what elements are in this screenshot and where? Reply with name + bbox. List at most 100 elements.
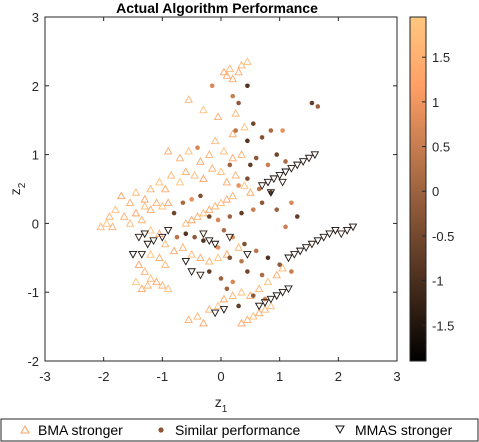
bma-point [175,153,185,162]
data-points [96,57,358,327]
mmas-point [278,288,287,297]
similar-point [242,241,247,247]
mmas-point [301,244,311,252]
mmas-point [257,182,267,190]
x-tick-label: -3 [39,369,51,384]
bma-point [161,184,170,193]
similar-point [245,269,250,274]
bma-point [272,270,281,279]
legend-item-similar: Similar performance [158,422,300,438]
legend-box [0,418,479,442]
bma-point [181,167,191,176]
similar-point [309,100,315,106]
similar-point [189,197,194,202]
y-axis: -2 -1 0 1 2 3 [27,10,397,369]
bma-point [222,71,232,79]
bma-point [155,253,164,262]
mmas-point [337,230,346,239]
x-tick-label: 1 [276,369,283,384]
bma-point [199,174,208,182]
bma-point [131,188,141,196]
y-axis-label: z2 [7,182,28,195]
bma-point [146,274,155,282]
mmas-point [210,240,220,249]
bma-point [140,267,149,275]
bma-point [193,311,202,320]
mmas-point [307,240,317,249]
mmas-point [281,168,290,177]
similar-point [277,262,282,267]
bma-point [216,167,226,176]
bma-point [131,208,141,217]
y-tick-label: 3 [32,10,39,25]
bma-point [161,260,170,268]
bma-point [228,153,237,162]
bma-point [161,239,170,248]
bma-point [243,57,252,65]
plot-frame [44,16,398,362]
bma-point [196,253,205,262]
colorbar-tick-label: -1 [432,274,444,289]
circle-icon [158,427,164,433]
y-tick-label: 1 [32,148,39,163]
triangle-up-icon [20,424,30,434]
similar-point [259,272,265,278]
y-tick-label: -2 [27,354,39,369]
similar-point [201,238,206,243]
mmas-point [284,254,293,263]
mmas-point [137,251,147,259]
mmas-point [263,178,273,187]
colorbar: -1.5 -1 -0.5 0 0.5 1 1.5 [409,16,454,362]
mmas-point [149,237,158,246]
bma-point [213,301,223,310]
bma-point [240,181,249,189]
mmas-point [304,154,314,163]
y-tick-label: 2 [32,79,39,94]
bma-point [228,291,237,299]
similar-point [239,258,244,264]
legend-item-mmas: MMAS stronger [335,422,453,438]
bma-point [184,146,193,155]
mmas-point [325,230,334,239]
mmas-point [158,233,167,242]
bma-point [108,222,117,231]
mmas-point [140,230,149,239]
similar-point [183,231,189,237]
bma-point [119,212,129,220]
similar-point [221,227,227,233]
mmas-point [254,302,264,311]
colorbar-tick-label: 0.5 [432,140,450,155]
y-axis-label-main: z [7,188,23,195]
bma-point [222,177,232,186]
bma-point [263,277,273,286]
similar-point [236,100,241,106]
similar-point [274,207,280,212]
bma-point [102,218,111,227]
x-tick-label: -2 [98,369,110,384]
similar-point [209,83,215,89]
bma-point [222,249,232,258]
bma-point [105,212,114,220]
bma-point [146,225,155,234]
triangle-down-icon [335,425,345,435]
bma-point [228,129,237,138]
mmas-point [313,237,323,246]
similar-point [230,93,236,99]
similar-point [253,155,259,161]
x-tick-label: 3 [393,369,400,384]
similar-point [265,162,271,168]
bma-point [213,253,223,262]
mmas-point [199,230,208,239]
similar-point [274,152,280,157]
y-tick-label: -1 [27,285,39,300]
bma-point [184,315,193,323]
bma-point [237,287,246,296]
bma-point [205,256,214,265]
bma-point [155,177,164,186]
bma-point [190,170,199,179]
x-axis-label: z1 [215,394,228,415]
similar-point [283,224,288,230]
similar-point [250,207,256,212]
similar-point [289,269,294,274]
bma-point [125,218,135,227]
